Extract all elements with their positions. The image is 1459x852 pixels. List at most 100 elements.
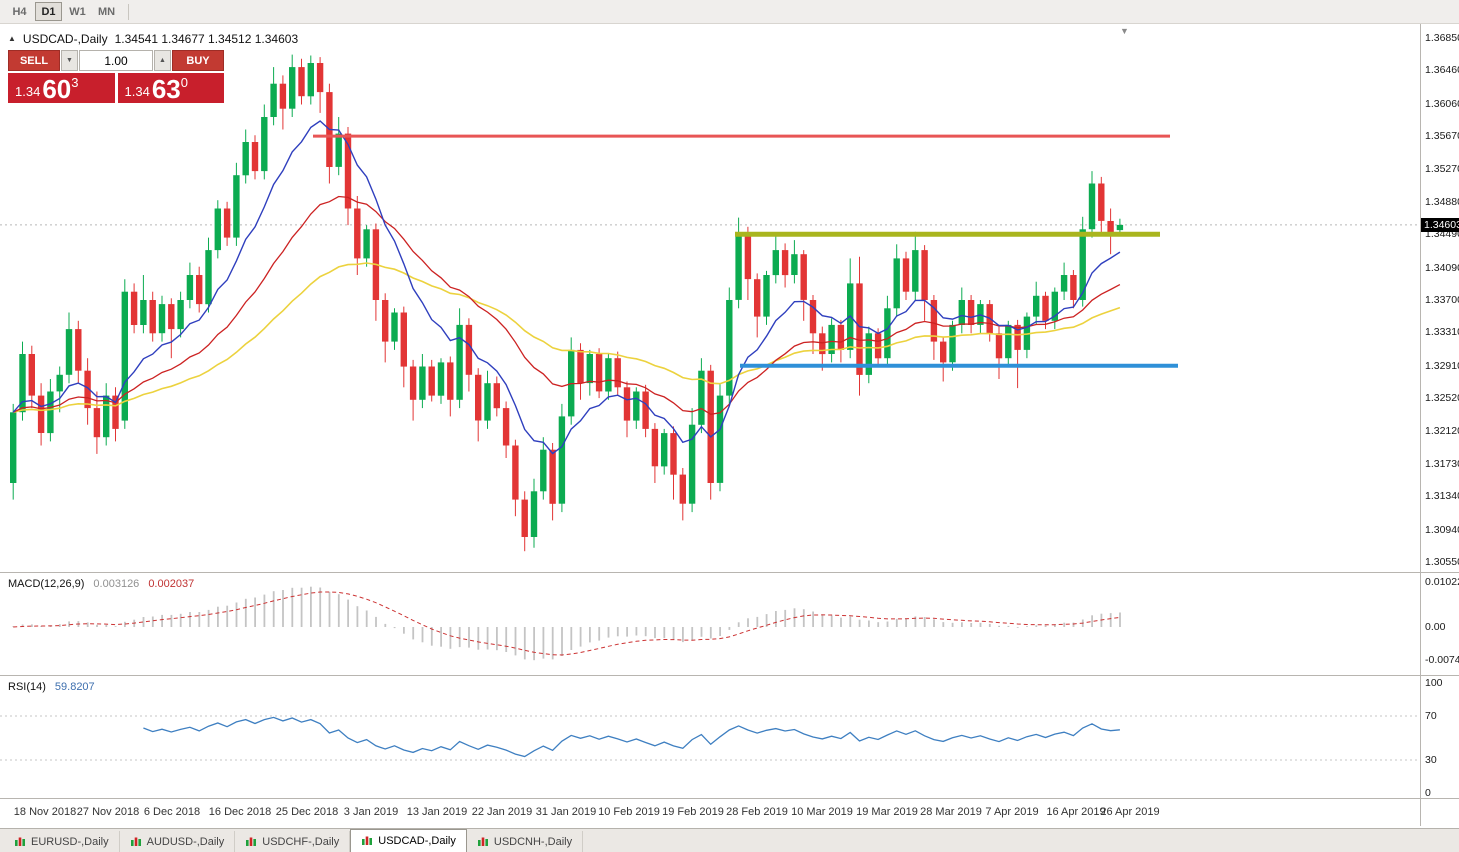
price-scale-label: 1.30940 <box>1425 523 1459 536</box>
macd-main-value: 0.003126 <box>93 578 140 590</box>
volume-decrease-button[interactable]: ▼ <box>61 50 78 71</box>
ask-point-digit: 0 <box>180 75 188 90</box>
chart-tab-label: USDCNH-,Daily <box>493 835 573 848</box>
time-axis-label: 31 Jan 2019 <box>535 806 597 818</box>
bid-big-digits: 60 <box>42 74 72 104</box>
bid-base-price: 1.34 <box>15 84 41 99</box>
rsi-scale-label: 0 <box>1425 787 1431 799</box>
time-axis-label: 3 Jan 2019 <box>343 806 399 818</box>
timeframe-toolbar: H4 D1 W1 MN <box>0 0 1459 24</box>
bid-point-digit: 3 <box>71 75 79 90</box>
time-axis-label: 13 Jan 2019 <box>406 806 468 818</box>
candlestick-chart-icon <box>15 837 25 846</box>
time-axis-label: 27 Nov 2018 <box>76 806 140 818</box>
panel-divider[interactable] <box>0 798 1459 800</box>
price-scale-label: 1.32910 <box>1425 359 1459 372</box>
rsi-scale-label: 100 <box>1425 677 1443 689</box>
chart-tab-audusd[interactable]: AUDUSD-,Daily <box>120 831 236 852</box>
current-price-badge: 1.34603 <box>1421 217 1459 232</box>
macd-signal-value: 0.002037 <box>148 578 195 590</box>
time-axis-label: 18 Nov 2018 <box>13 806 77 818</box>
candlestick-chart-icon <box>362 836 373 845</box>
rsi-chart-canvas[interactable] <box>0 677 1420 797</box>
panel-toggle-icon[interactable]: ▲ <box>8 34 16 43</box>
buy-button[interactable]: BUY <box>172 50 224 71</box>
price-scale-label: 1.35670 <box>1425 130 1459 143</box>
chart-tab-usdchf[interactable]: USDCHF-,Daily <box>235 831 351 852</box>
volume-increase-button[interactable]: ▲ <box>154 50 171 71</box>
time-axis-label: 10 Mar 2019 <box>791 806 853 818</box>
chart-tabs-bar: EURUSD-,Daily AUDUSD-,Daily USDCHF-,Daily U… <box>0 828 1459 852</box>
rsi-value: 59.8207 <box>54 681 95 693</box>
timeframe-mn-button[interactable]: MN <box>93 2 120 21</box>
macd-scale-label: -0.007472 <box>1425 653 1459 666</box>
timeframe-h4-button[interactable]: H4 <box>6 2 33 21</box>
price-scale-label: 1.34090 <box>1425 261 1459 274</box>
ask-price-box[interactable]: 1.34 63 0 <box>117 73 224 104</box>
time-axis-label: 16 Dec 2018 <box>208 806 272 818</box>
chart-tab-label: USDCAD-,Daily <box>378 835 456 847</box>
time-axis-label: 19 Feb 2019 <box>662 806 724 818</box>
rsi-name: RSI(14) <box>8 681 46 693</box>
price-scale-label: 1.36460 <box>1425 64 1459 77</box>
macd-scale-label: 0.00 <box>1425 621 1446 633</box>
time-axis-label: 26 Apr 2019 <box>1100 806 1160 818</box>
sell-button[interactable]: SELL <box>8 50 60 71</box>
chart-ohlc-header: ▲ USDCAD-,Daily 1.34541 1.34677 1.34512 … <box>8 32 298 46</box>
chart-tab-eurusd[interactable]: EURUSD-,Daily <box>4 831 120 852</box>
panel-divider[interactable] <box>0 572 1459 574</box>
price-scale-label: 1.33700 <box>1425 294 1459 306</box>
chart-tab-label: EURUSD-,Daily <box>31 835 109 848</box>
price-scale-label: 1.35270 <box>1425 163 1459 176</box>
chart-shift-marker-icon[interactable]: ▼ <box>1120 26 1129 36</box>
time-axis-label: 22 Jan 2019 <box>471 806 533 818</box>
rsi-scale-label: 70 <box>1425 710 1437 722</box>
time-axis-label: 19 Mar 2019 <box>856 806 918 818</box>
ask-base-price: 1.34 <box>124 84 150 99</box>
chart-symbol-label: USDCAD-,Daily <box>22 32 108 46</box>
macd-chart-canvas[interactable] <box>0 575 1420 675</box>
timeframe-d1-button[interactable]: D1 <box>35 2 62 21</box>
bid-price-box[interactable]: 1.34 60 3 <box>8 73 115 103</box>
time-axis-label: 10 Feb 2019 <box>598 806 660 818</box>
price-scale-label: 1.36850 <box>1425 32 1459 44</box>
price-scale-label: 1.30550 <box>1425 556 1459 568</box>
rsi-indicator-label: RSI(14) 59.8207 <box>8 681 95 693</box>
price-scale-label: 1.33310 <box>1425 326 1459 339</box>
candlestick-chart-icon <box>477 837 488 846</box>
candlestick-chart-icon <box>246 837 257 846</box>
macd-indicator-label: MACD(12,26,9) 0.003126 0.002037 <box>8 578 194 590</box>
chart-tab-usdcad[interactable]: USDCAD-,Daily <box>350 829 467 852</box>
one-click-trading-panel: SELL ▼ ▲ BUY 1.34 60 3 1.34 63 0 <box>8 50 224 103</box>
time-axis-label: 6 Dec 2018 <box>143 806 201 818</box>
volume-input[interactable] <box>79 50 153 71</box>
price-scale-label: 1.36060 <box>1425 97 1459 110</box>
panel-divider[interactable] <box>0 675 1459 677</box>
price-scale-border <box>1420 24 1421 826</box>
chart-tab-usdcnh[interactable]: USDCNH-,Daily <box>467 831 584 852</box>
chart-tab-label: AUDUSD-,Daily <box>146 835 225 848</box>
time-axis-label: 28 Mar 2019 <box>920 806 982 818</box>
time-axis-label: 28 Feb 2019 <box>726 806 788 818</box>
price-scale-label: 1.31730 <box>1425 457 1459 470</box>
price-scale-label: 1.32120 <box>1425 425 1459 438</box>
candlestick-chart-icon <box>130 837 141 846</box>
timeframe-w1-button[interactable]: W1 <box>64 2 91 21</box>
chart-tab-label: USDCHF-,Daily <box>262 835 340 848</box>
time-axis-label: 16 Apr 2019 <box>1046 806 1106 818</box>
rsi-scale-label: 30 <box>1425 754 1437 766</box>
ask-big-digits: 63 <box>151 74 181 104</box>
time-axis-label: 7 Apr 2019 <box>985 806 1039 818</box>
macd-name: MACD(12,26,9) <box>8 578 85 590</box>
price-chart-canvas[interactable] <box>0 24 1420 572</box>
price-scale-label: 1.32520 <box>1425 392 1459 405</box>
macd-scale-label: 0.010229 <box>1425 576 1459 588</box>
chart-ohlc-values: 1.34541 1.34677 1.34512 1.34603 <box>114 32 299 46</box>
toolbar-separator <box>128 3 129 20</box>
price-scale-label: 1.31340 <box>1425 490 1459 503</box>
time-axis-label: 25 Dec 2018 <box>275 806 339 818</box>
price-scale-label: 1.34880 <box>1425 195 1459 208</box>
